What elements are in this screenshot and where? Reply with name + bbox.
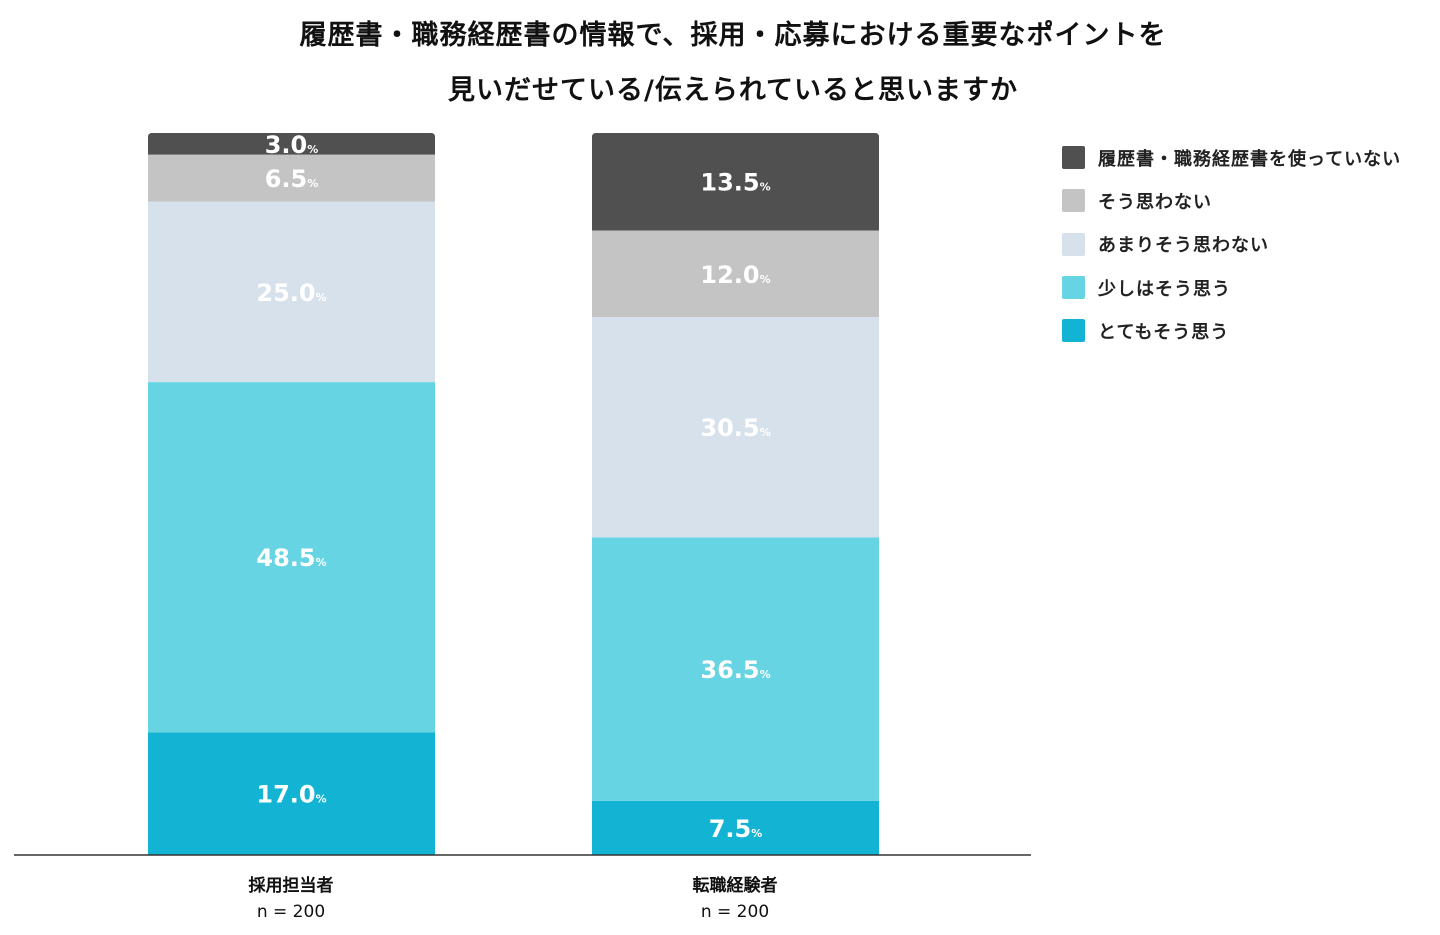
data-label: 12.0% [700, 261, 770, 289]
data-label: 7.5% [709, 815, 763, 843]
data-label: 17.0% [256, 781, 326, 809]
bar-segment [592, 537, 879, 801]
bar-segment [148, 154, 435, 202]
bar-segment [592, 133, 879, 231]
chart-title-line-1: 履歴書・職務経歴書の情報で、採用・応募における重要なポイントを [299, 20, 1167, 51]
sample-size: n = 200 [256, 902, 326, 922]
data-label: 48.5% [256, 544, 326, 572]
legend: 履歴書・職務経歴書を使っていない そう思わない あまりそう思わない 少しはそう思… [1062, 136, 1401, 352]
legend-label: そう思わない [1098, 191, 1212, 213]
sample-size: n = 200 [700, 902, 770, 922]
category-name: 採用担当者 [248, 876, 334, 896]
bar-segment [592, 317, 879, 538]
data-label: 30.5% [700, 414, 770, 442]
legend-swatch [1062, 276, 1085, 300]
legend-item-strongly-agree: とてもそう思う [1062, 309, 1401, 352]
bar-segment [592, 800, 879, 855]
legend-label: 履歴書・職務経歴書を使っていない [1098, 148, 1402, 170]
data-label: 3.0% [265, 131, 319, 159]
data-label: 36.5% [700, 656, 770, 684]
chart-title-line-2: 見いだせている/伝えられていると思いますか [447, 75, 1019, 106]
legend-label: あまりそう思わない [1098, 235, 1269, 257]
legend-swatch [1062, 232, 1085, 256]
data-label: 6.5% [265, 165, 319, 193]
stacked-bar-chart: 17.0% 48.5% 25.0% 6.5% 3.0% 7.5% 36.5% 30.5% 12.… [14, 131, 1031, 856]
data-label: 13.5% [700, 169, 770, 197]
legend-item-somewhat-agree: 少しはそう思う [1062, 266, 1401, 309]
bar-segment [148, 382, 435, 733]
data-label: 25.0% [256, 279, 326, 307]
legend-item-not-used: 履歴書・職務経歴書を使っていない [1062, 136, 1401, 179]
bar-segment [148, 133, 435, 155]
category-label-0: 採用担当者 n = 200 [141, 871, 441, 922]
chart-title: 履歴書・職務経歴書の情報で、採用・応募における重要なポイントを 見いだせている/… [0, 8, 1440, 118]
legend-swatch [1062, 189, 1085, 213]
legend-item-disagree: そう思わない [1062, 179, 1401, 222]
legend-swatch [1062, 146, 1085, 170]
legend-label: とてもそう思う [1098, 321, 1230, 343]
legend-label: 少しはそう思う [1098, 278, 1231, 300]
bar-segment [592, 230, 879, 318]
bar-segment [148, 732, 435, 855]
bar-segment [148, 201, 435, 383]
legend-swatch [1062, 319, 1085, 343]
legend-item-somewhat-disagree: あまりそう思わない [1062, 223, 1401, 266]
category-name: 転職経験者 [692, 876, 778, 896]
category-label-1: 転職経験者 n = 200 [585, 871, 885, 922]
